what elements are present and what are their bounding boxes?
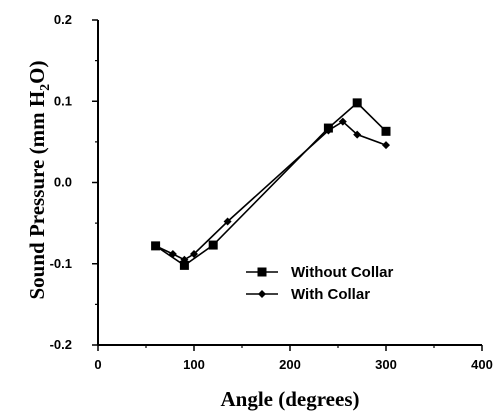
- data-point-with-collar: [223, 217, 232, 226]
- legend: Without Collar With Collar: [246, 264, 394, 303]
- data-point-with-collar: [353, 130, 362, 139]
- data-point-with-collar: [382, 141, 390, 150]
- series-line-with-collar: [155, 120, 387, 261]
- y-tick-label: -0.1: [50, 256, 72, 271]
- data-point-without-collar: [381, 126, 391, 136]
- y-axis-title-end: O): [25, 60, 49, 83]
- legend-label-with-collar: With Collar: [291, 286, 370, 303]
- x-tick-label: 400: [471, 357, 493, 372]
- series-with-collar: [151, 117, 390, 264]
- data-point-with-collar: [338, 117, 347, 126]
- x-tick-label: 200: [279, 357, 301, 372]
- y-axis-title: Sound Pressure (mm H2O): [25, 60, 53, 299]
- data-point-without-collar: [179, 260, 189, 270]
- data-point-without-collar: [208, 240, 218, 250]
- y-axis-title-main: Sound Pressure (mm H: [25, 91, 49, 300]
- y-tick-label: 0.2: [54, 12, 72, 27]
- y-tick-label: 0.1: [54, 93, 72, 108]
- data-point-without-collar: [352, 98, 362, 108]
- x-tick-label: 100: [183, 357, 205, 372]
- y-tick-label: 0.0: [54, 175, 72, 190]
- data-point-with-collar: [180, 255, 189, 264]
- series-line-without-collar: [155, 101, 387, 267]
- data-point-with-collar: [151, 241, 160, 250]
- legend-marker-with-collar: [258, 290, 266, 298]
- x-axis-title: Angle (degrees): [221, 387, 360, 411]
- legend-marker-without-collar: [257, 267, 267, 277]
- x-tick-label: 0: [94, 357, 101, 372]
- x-tick-label: 300: [375, 357, 397, 372]
- series-without-collar: [151, 98, 391, 270]
- data-point-with-collar: [190, 250, 198, 258]
- axes: [97, 20, 482, 346]
- data-point-with-collar: [168, 250, 177, 258]
- y-axis-title-subscript: 2: [38, 84, 53, 91]
- y-tick-label: -0.2: [50, 337, 72, 352]
- data-point-with-collar: [324, 126, 333, 135]
- series-layer: [151, 98, 391, 270]
- ticks: -0.2 -0.1 0.0 0.1 0.2 0 100 200 300 400: [50, 12, 493, 372]
- legend-label-without-collar: Without Collar: [291, 264, 394, 281]
